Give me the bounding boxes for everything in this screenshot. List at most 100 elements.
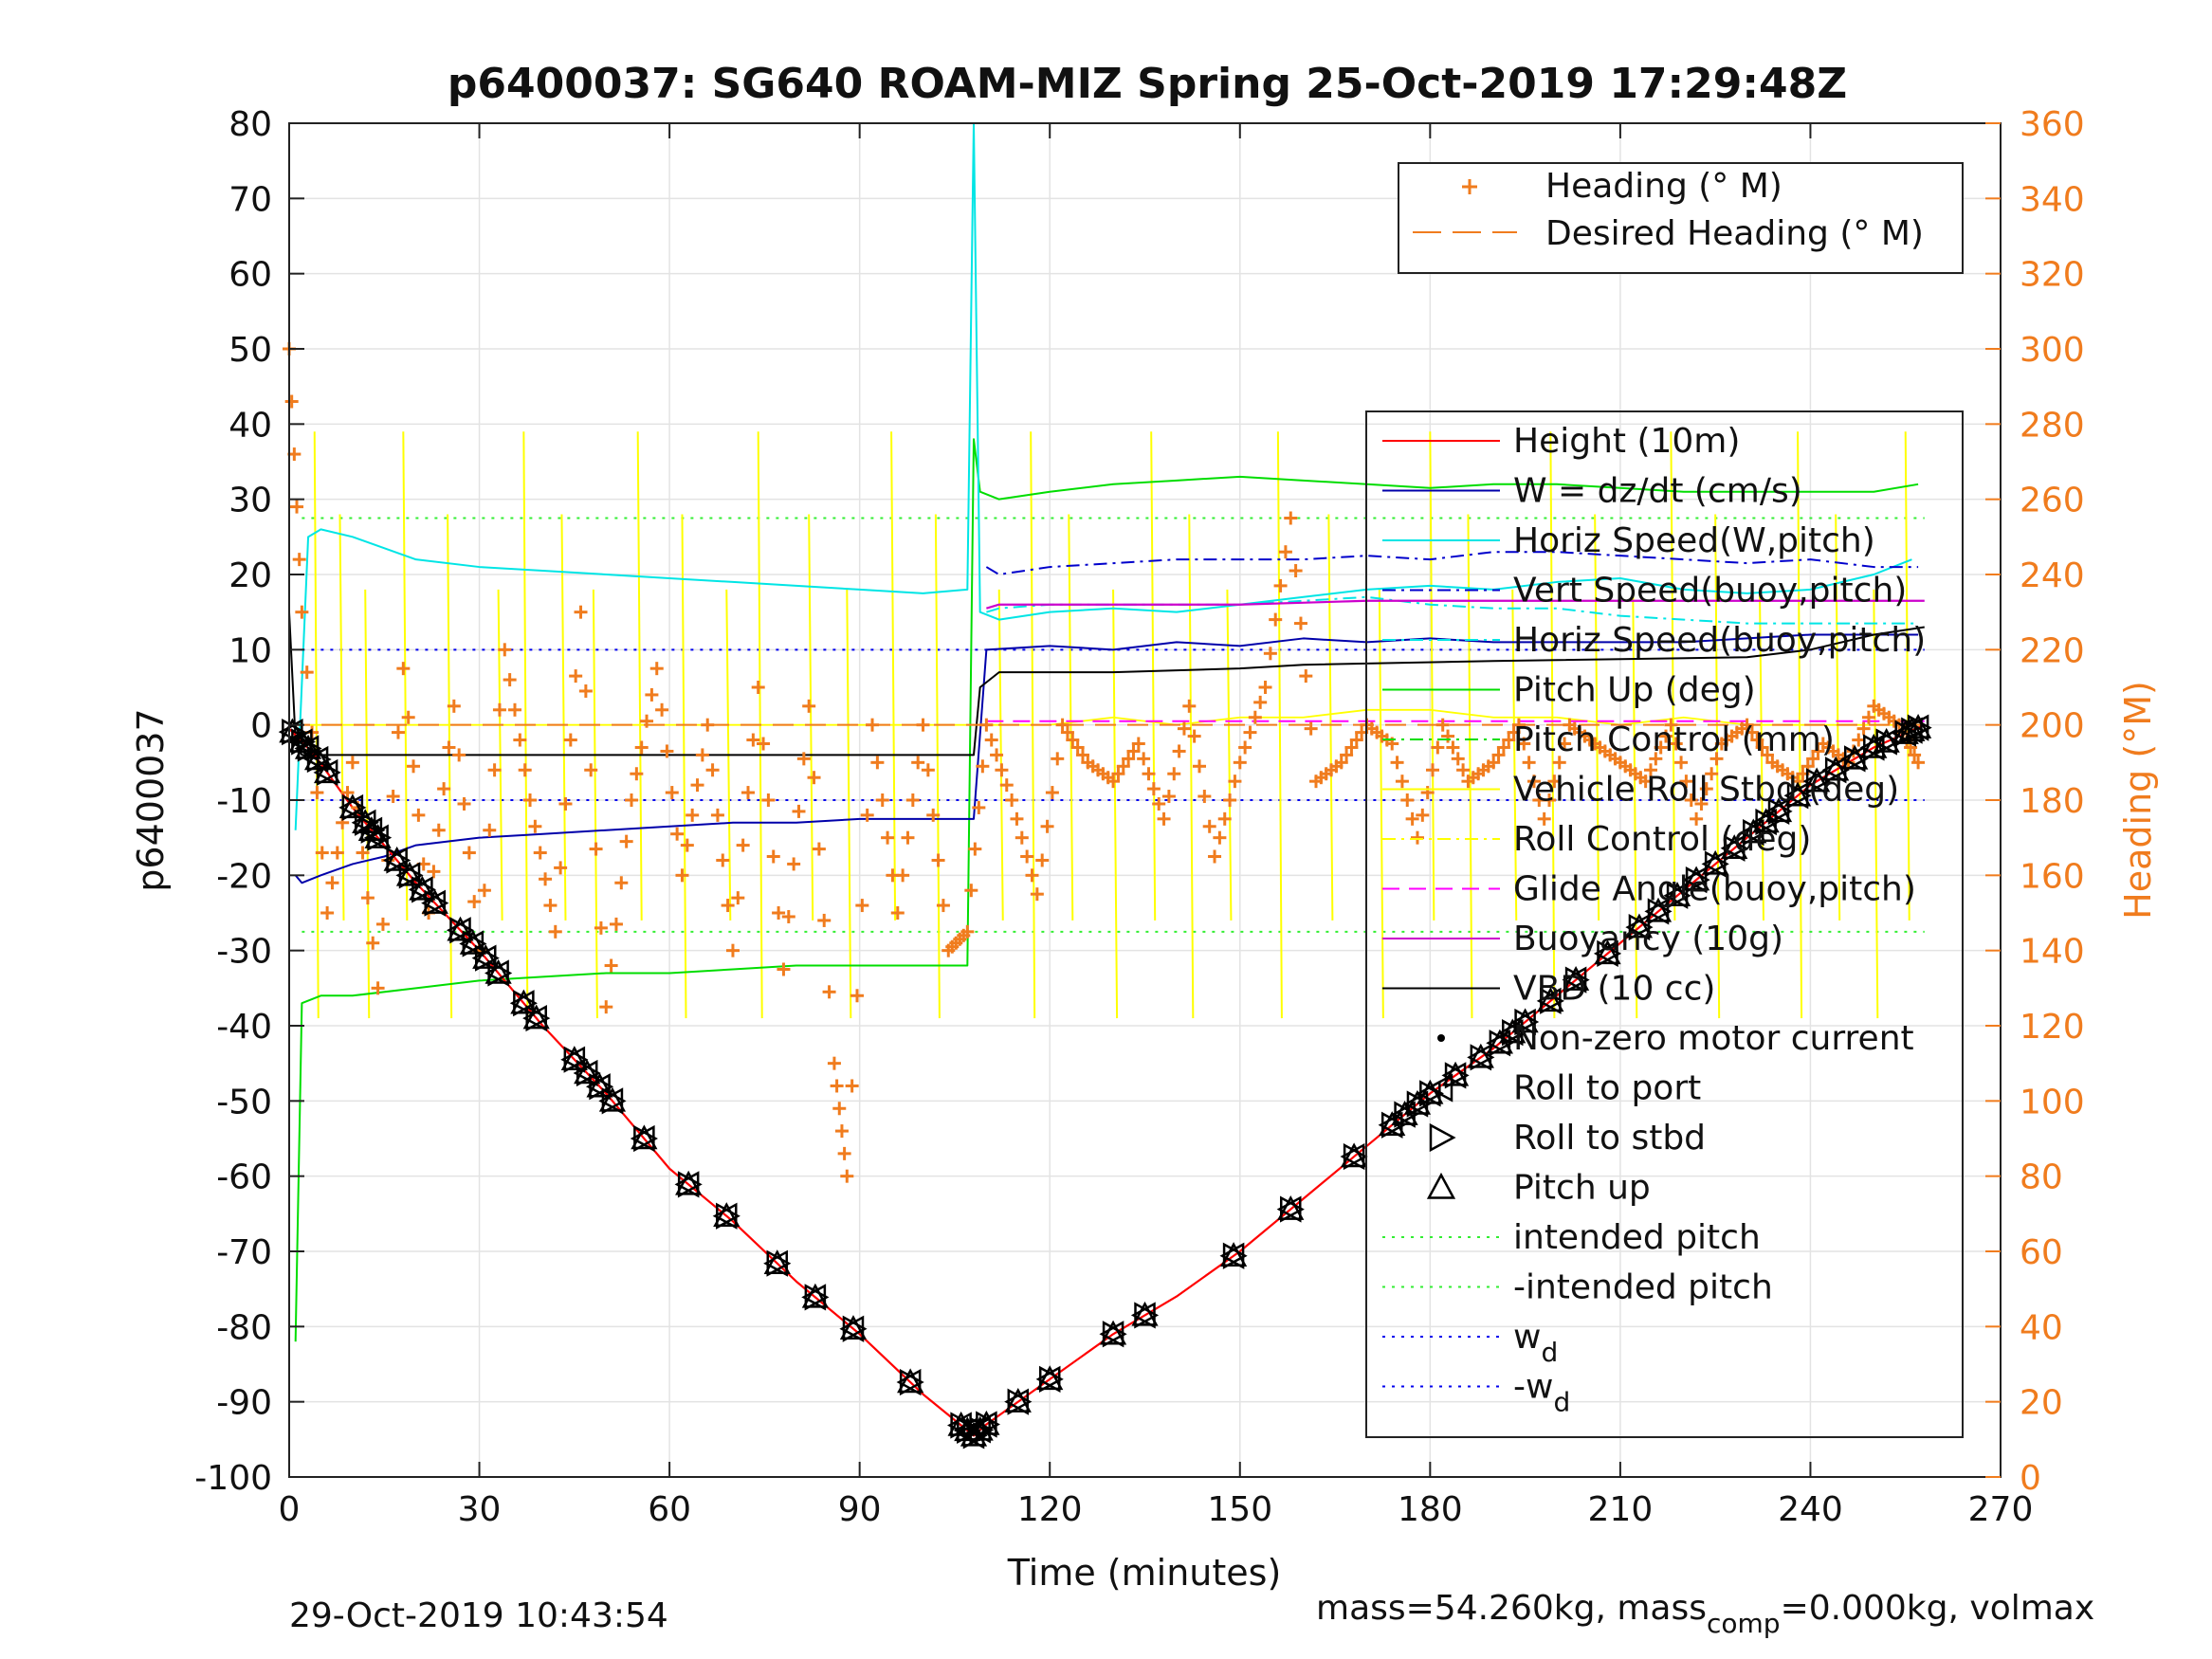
heading-point [830,1079,844,1093]
heading-point [1334,756,1348,770]
heading-layer [283,342,1926,1183]
heading-point [1202,819,1216,833]
heading-point [1299,669,1313,684]
heading-point [916,718,930,732]
triangle-marker [1701,849,1729,878]
pitch-up-triangle [1467,1043,1494,1068]
roll-port-triangle [471,944,497,972]
roll-spike [1378,589,1384,1019]
roll-port-triangle [972,1411,997,1438]
heading-point [1233,756,1247,770]
roll-port-triangle [522,1004,547,1032]
heading-point [599,1000,613,1014]
roll-port-triangle [1340,1142,1365,1171]
x-tick-label: 270 [1968,1490,2034,1529]
heading-point [1060,725,1074,739]
heading-point [866,718,880,732]
roll-port-triangle [313,758,338,787]
y-right-tick-label: 360 [2020,105,2085,144]
legend-label: Horiz Speed(W,pitch) [1513,521,1875,560]
heading-point [1856,721,1871,736]
triangle-marker [338,793,367,822]
y-axis-left: 80 70 60 50 40 30 20 10 0 -10 -20 -30 -40 -50 -60 -70 -8… [194,105,304,1498]
heading-point [345,756,359,770]
heading-point [558,796,573,811]
legend-swatch-tri-up [1426,1172,1456,1199]
heading-point [725,943,740,957]
heading-point [487,763,502,777]
pitch-up-triangle [1562,965,1590,991]
heading-point [492,702,506,717]
heading-point [1911,756,1926,770]
heading-point [1182,699,1197,713]
heading-point [1679,775,1693,789]
legend-label-text: Pitch Control (mm) [1513,720,1835,759]
heading-point [1405,811,1419,826]
heading-point [964,884,978,898]
heading-point [817,913,832,927]
legend-label: Pitch Up (deg) [1513,671,1756,710]
legend-label-text: intended pitch [1513,1218,1761,1257]
triangle-marker [395,861,424,889]
heading-point [375,917,390,931]
pitch-up-triangle [598,1086,627,1112]
vbd-series [288,611,1925,757]
heading-point [330,846,344,860]
heading-point [640,714,654,728]
y-tick-label: -30 [216,933,272,972]
roll-spike [1276,431,1283,1019]
legend-label: Glide Angle(buoy,pitch) [1513,870,1916,909]
heading-point [614,876,629,890]
roll-port-triangle [1130,1302,1156,1329]
heading-point [1278,545,1292,559]
roll-spike [1632,589,1638,1019]
legend-label: W = dz/dt (cm/s) [1513,472,1802,511]
pitch-up-triangle [395,861,424,886]
heading-point [1126,744,1141,758]
timestamp: 29-Oct-2019 10:43:54 [289,1596,668,1635]
pitch-up-triangle [631,1124,658,1150]
heading-point [870,756,885,770]
heading-point [1208,849,1222,864]
heading-point [660,744,674,758]
triangle-marker [896,1368,924,1396]
pitch-up-triangle [1892,719,1919,744]
heading-point [1852,733,1866,747]
roll-spike [1904,431,1910,921]
x-axis: 0 30 60 90 120 150 180 210 240 270 [279,123,2034,1529]
legend-label-text: Pitch Up (deg) [1513,671,1756,710]
triangle-marker [1644,897,1673,925]
legend-heading: Heading (° M) Desired Heading (° M) [1398,162,1964,274]
heading-point [427,865,441,879]
triangle-marker [363,824,393,851]
chart-title: p6400037: SG640 ROAM-MIZ Spring 25-Oct-2… [448,60,1847,108]
y-tick-label: 60 [229,256,272,295]
w-series [294,633,1919,884]
legend-swatch-tri-right [1429,1122,1456,1153]
roll-spike [1670,431,1676,921]
pitch-up-triangle [560,1046,588,1070]
legend-label: Roll to stbd [1513,1119,1706,1158]
heading-point [1263,647,1277,661]
heading-point [1035,853,1050,867]
heading-point [757,737,771,751]
heading-point [1344,740,1359,755]
roll-port-triangle [1904,714,1929,741]
heading-point [356,846,370,860]
pitch-up-triangle [1341,1142,1368,1168]
legend-label-sub: d [1541,1337,1558,1368]
pitch-up-triangle [383,846,411,871]
triangle-marker [1682,866,1710,894]
heading-point [1908,748,1922,762]
heading-point [655,702,669,717]
legend-label: Non-zero motor current [1513,1019,1914,1058]
heading-point [1649,752,1663,766]
heading-point [569,669,583,684]
pitch-up-triangle [1099,1320,1127,1345]
heading-point [371,981,385,995]
heading-point [1654,740,1668,755]
roll-port-triangle [1764,797,1790,826]
heading-point [1496,740,1510,755]
heading-point [431,823,446,837]
pitch-up-triangle [1873,727,1900,753]
